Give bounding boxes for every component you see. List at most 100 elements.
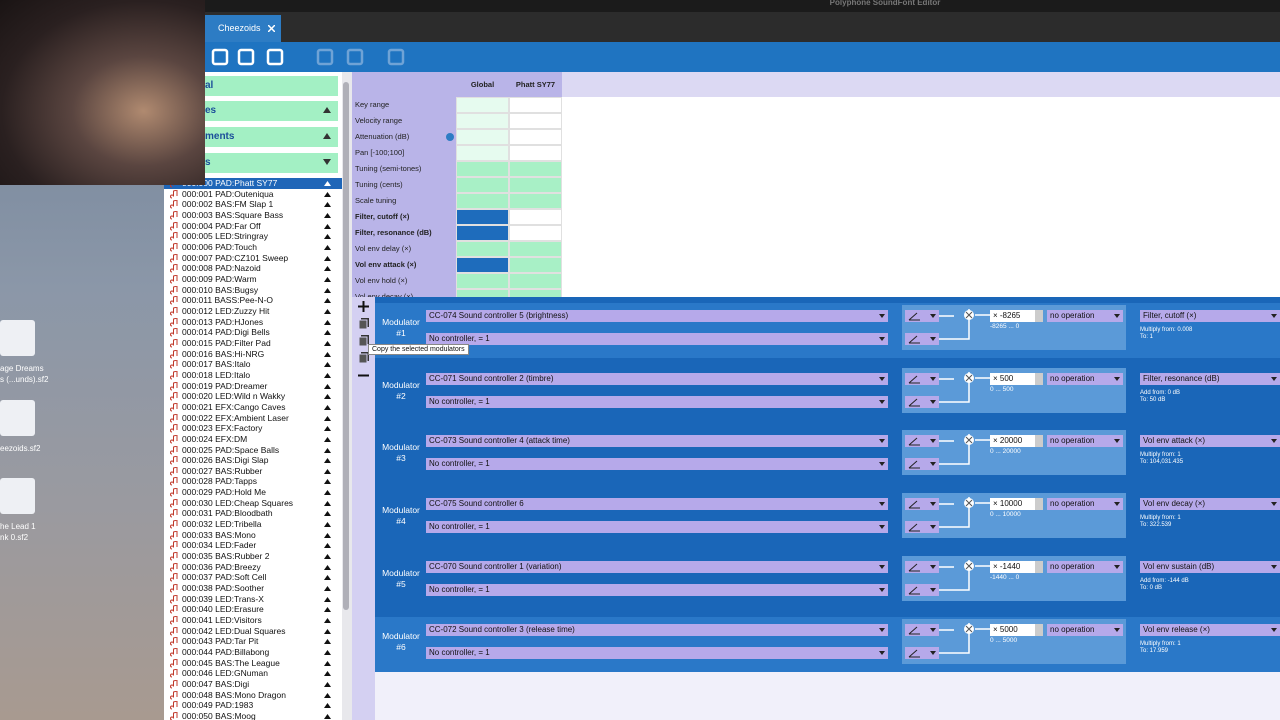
preset-item[interactable]: 000:022 EFX:Ambient Laser bbox=[164, 413, 342, 424]
operation-combo[interactable]: no operation bbox=[1047, 560, 1123, 573]
preset-item[interactable]: 000:034 LED:Fader bbox=[164, 540, 342, 551]
preset-item[interactable]: 000:050 BAS:Moog bbox=[164, 711, 342, 720]
table-cell[interactable] bbox=[456, 225, 509, 241]
table-cell[interactable] bbox=[509, 257, 562, 273]
toolbar-button[interactable] bbox=[345, 47, 365, 67]
source-combo[interactable]: CC-072 Sound controller 3 (release time) bbox=[426, 623, 888, 636]
preset-item[interactable]: 000:002 BAS:FM Slap 1 bbox=[164, 199, 342, 210]
preset-item[interactable]: 000:023 EFX:Factory bbox=[164, 423, 342, 434]
curve-selector[interactable] bbox=[905, 560, 939, 573]
tree-section[interactable]: es bbox=[205, 101, 338, 121]
source2-combo[interactable]: No controller, = 1 bbox=[426, 521, 888, 534]
table-cell[interactable] bbox=[456, 97, 509, 113]
preset-item[interactable]: 000:040 LED:Erasure bbox=[164, 604, 342, 615]
preset-item[interactable]: 000:041 LED:Visitors bbox=[164, 615, 342, 626]
preset-item[interactable]: 000:048 BAS:Mono Dragon bbox=[164, 690, 342, 701]
preset-item[interactable]: 000:045 BAS:The League bbox=[164, 658, 342, 669]
source-combo[interactable]: CC-071 Sound controller 2 (timbre) bbox=[426, 372, 888, 385]
operation-combo[interactable]: no operation bbox=[1047, 435, 1123, 448]
operation-combo[interactable]: no operation bbox=[1047, 623, 1123, 636]
amount-spinbox[interactable]: × -1440 bbox=[990, 560, 1043, 573]
table-cell[interactable] bbox=[509, 209, 562, 225]
table-cell[interactable] bbox=[456, 241, 509, 257]
amount-spinbox[interactable]: × 500 bbox=[990, 372, 1043, 385]
preset-item[interactable]: 000:020 LED:Wild n Wakky bbox=[164, 391, 342, 402]
curve-selector[interactable] bbox=[905, 333, 939, 345]
desktop-icon[interactable] bbox=[0, 400, 35, 436]
spin-buttons[interactable] bbox=[1035, 435, 1043, 448]
preset-item[interactable]: 000:021 EFX:Cango Caves bbox=[164, 402, 342, 413]
preset-item[interactable]: 000:047 BAS:Digi bbox=[164, 679, 342, 690]
preset-item[interactable]: 000:005 LED:Stringray bbox=[164, 231, 342, 242]
source-combo[interactable]: CC-070 Sound controller 1 (variation) bbox=[426, 560, 888, 573]
destination-combo[interactable]: Vol env attack (×) bbox=[1140, 435, 1280, 448]
table-cell[interactable] bbox=[456, 145, 509, 161]
column-header[interactable]: Phatt SY77 bbox=[509, 72, 562, 97]
source2-combo[interactable]: No controller, = 1 bbox=[426, 333, 888, 345]
curve-selector[interactable] bbox=[905, 310, 939, 322]
table-cell[interactable] bbox=[456, 273, 509, 289]
operation-combo[interactable]: no operation bbox=[1047, 372, 1123, 385]
preset-item[interactable]: 000:024 EFX:DM bbox=[164, 434, 342, 445]
source2-combo[interactable]: No controller, = 1 bbox=[426, 646, 888, 659]
preset-item[interactable]: 000:035 BAS:Rubber 2 bbox=[164, 551, 342, 562]
operation-combo[interactable]: no operation bbox=[1047, 498, 1123, 511]
toolbar-button[interactable] bbox=[386, 47, 406, 67]
toolbar-button[interactable] bbox=[236, 47, 256, 67]
preset-item[interactable]: 000:003 BAS:Square Bass bbox=[164, 210, 342, 221]
preset-item[interactable]: 000:015 PAD:Filter Pad bbox=[164, 338, 342, 349]
toolbar-button[interactable] bbox=[210, 47, 230, 67]
preset-item[interactable]: 000:033 BAS:Mono bbox=[164, 530, 342, 541]
table-cell[interactable] bbox=[509, 273, 562, 289]
toolbar-button[interactable] bbox=[265, 47, 285, 67]
preset-item[interactable]: 000:004 PAD:Far Off bbox=[164, 221, 342, 232]
preset-item[interactable]: 000:016 BAS:Hi-NRG bbox=[164, 349, 342, 360]
toolbar-button[interactable] bbox=[315, 47, 335, 67]
amount-spinbox[interactable]: × 5000 bbox=[990, 623, 1043, 636]
tree-section[interactable]: s bbox=[205, 153, 338, 173]
table-cell[interactable] bbox=[509, 113, 562, 129]
table-cell[interactable] bbox=[509, 225, 562, 241]
source-combo[interactable]: CC-074 Sound controller 5 (brightness) bbox=[426, 310, 888, 322]
preset-item[interactable]: 000:028 PAD:Tapps bbox=[164, 476, 342, 487]
curve-selector[interactable] bbox=[905, 395, 939, 408]
preset-item[interactable]: 000:037 PAD:Soft Cell bbox=[164, 572, 342, 583]
preset-item[interactable]: 000:025 PAD:Space Balls bbox=[164, 445, 342, 456]
preset-item[interactable]: 000:001 PAD:Outeniqua bbox=[164, 189, 342, 200]
table-cell[interactable] bbox=[456, 177, 509, 193]
preset-item[interactable]: 000:026 BAS:Digi Slap bbox=[164, 455, 342, 466]
source2-combo[interactable]: No controller, = 1 bbox=[426, 458, 888, 471]
source2-combo[interactable]: No controller, = 1 bbox=[426, 583, 888, 596]
table-cell[interactable] bbox=[509, 129, 562, 145]
table-cell[interactable] bbox=[456, 193, 509, 209]
table-cell[interactable] bbox=[456, 113, 509, 129]
preset-item[interactable]: 000:012 LED:Zuzzy Hit bbox=[164, 306, 342, 317]
table-cell[interactable] bbox=[509, 241, 562, 257]
amount-spinbox[interactable]: × 20000 bbox=[990, 435, 1043, 448]
tree-section[interactable]: ments bbox=[205, 127, 338, 147]
curve-selector[interactable] bbox=[905, 372, 939, 385]
table-cell[interactable] bbox=[456, 257, 509, 273]
curve-selector[interactable] bbox=[905, 458, 939, 471]
destination-combo[interactable]: Vol env sustain (dB) bbox=[1140, 560, 1280, 573]
preset-item[interactable]: 000:049 PAD:1983 bbox=[164, 700, 342, 711]
source-combo[interactable]: CC-073 Sound controller 4 (attack time) bbox=[426, 435, 888, 448]
spin-buttons[interactable] bbox=[1035, 498, 1043, 511]
preset-item[interactable]: 000:008 PAD:Nazoid bbox=[164, 263, 342, 274]
tree-section[interactable]: al bbox=[205, 76, 338, 96]
table-cell[interactable] bbox=[509, 177, 562, 193]
curve-selector[interactable] bbox=[905, 435, 939, 448]
preset-item[interactable]: 000:019 PAD:Dreamer bbox=[164, 381, 342, 392]
tab[interactable]: Cheezoids bbox=[205, 15, 281, 42]
desktop-icon[interactable] bbox=[0, 320, 35, 356]
scrollbar-thumb[interactable] bbox=[343, 82, 349, 610]
curve-selector[interactable] bbox=[905, 623, 939, 636]
preset-item[interactable]: 000:046 LED:GNuman bbox=[164, 668, 342, 679]
preset-item[interactable]: 000:009 PAD:Warm bbox=[164, 274, 342, 285]
spin-buttons[interactable] bbox=[1035, 372, 1043, 385]
destination-combo[interactable]: Vol env decay (×) bbox=[1140, 498, 1280, 511]
table-cell[interactable] bbox=[509, 97, 562, 113]
preset-item[interactable]: 000:027 BAS:Rubber bbox=[164, 466, 342, 477]
preset-item[interactable]: 000:017 BAS:Italo bbox=[164, 359, 342, 370]
curve-selector[interactable] bbox=[905, 646, 939, 659]
